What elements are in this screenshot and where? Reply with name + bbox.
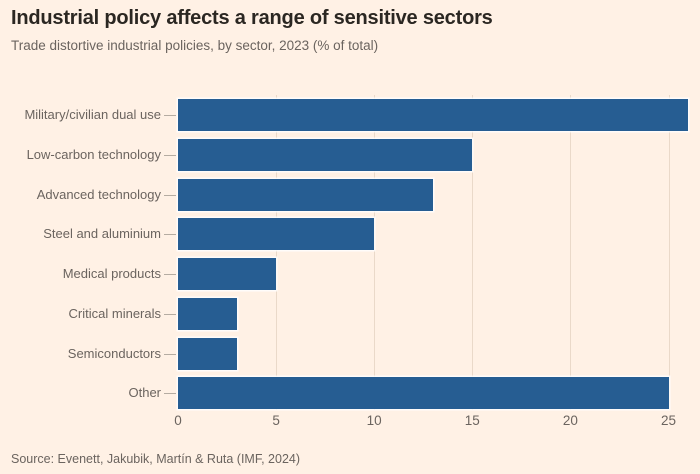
category-tick-mark: [164, 155, 176, 156]
category-label: Medical products: [62, 266, 161, 282]
gridline-x-5: [276, 95, 278, 410]
plot-area: [178, 95, 691, 410]
category-label: Semiconductors: [67, 345, 161, 361]
gridline-x-25: [668, 95, 670, 410]
category-tick-mark: [164, 353, 176, 355]
gridline-x-20: [570, 95, 572, 410]
chart-title: Industrial policy affects a range of sen…: [11, 7, 493, 29]
category-label: Advanced technology: [36, 186, 161, 202]
x-tick-label-5: 5: [272, 413, 280, 428]
chart-subtitle: Trade distortive industrial policies, by…: [11, 38, 379, 53]
category-tick-mark: [164, 313, 176, 315]
x-tick-label-0: 0: [174, 413, 182, 428]
category-tick-mark: [164, 393, 176, 395]
category-tick-mark: [164, 274, 176, 276]
x-tick-label-25: 25: [660, 413, 677, 428]
gridline-x-15: [472, 95, 474, 410]
bar-steel-and-aluminium: [178, 218, 375, 251]
bar-critical-minerals: [178, 297, 237, 330]
category-tick-mark: [164, 234, 176, 236]
x-tick-label-10: 10: [366, 413, 382, 428]
x-tick-label-15: 15: [464, 413, 480, 428]
category-tick-mark: [164, 194, 176, 196]
gridline-x-10: [374, 95, 376, 410]
bar-semiconductors: [178, 337, 237, 370]
category-label: Low-carbon technology: [26, 147, 161, 162]
bar-advanced-technology: [178, 178, 434, 211]
category-label: Military/civilian dual use: [24, 107, 161, 123]
category-label: Steel and aluminium: [43, 226, 161, 242]
source-note: Source: Evenett, Jakubik, Martín & Ruta …: [11, 452, 301, 466]
x-tick-label-20: 20: [562, 413, 578, 428]
bar-low-carbon-technology: [178, 139, 473, 171]
bar-military-civilian-dual-use: [178, 99, 689, 132]
bar-other: [178, 377, 669, 410]
category-label: Other: [128, 385, 161, 401]
bar-medical-products: [178, 258, 277, 291]
category-label: Critical minerals: [68, 305, 161, 321]
category-tick-mark: [164, 115, 176, 117]
